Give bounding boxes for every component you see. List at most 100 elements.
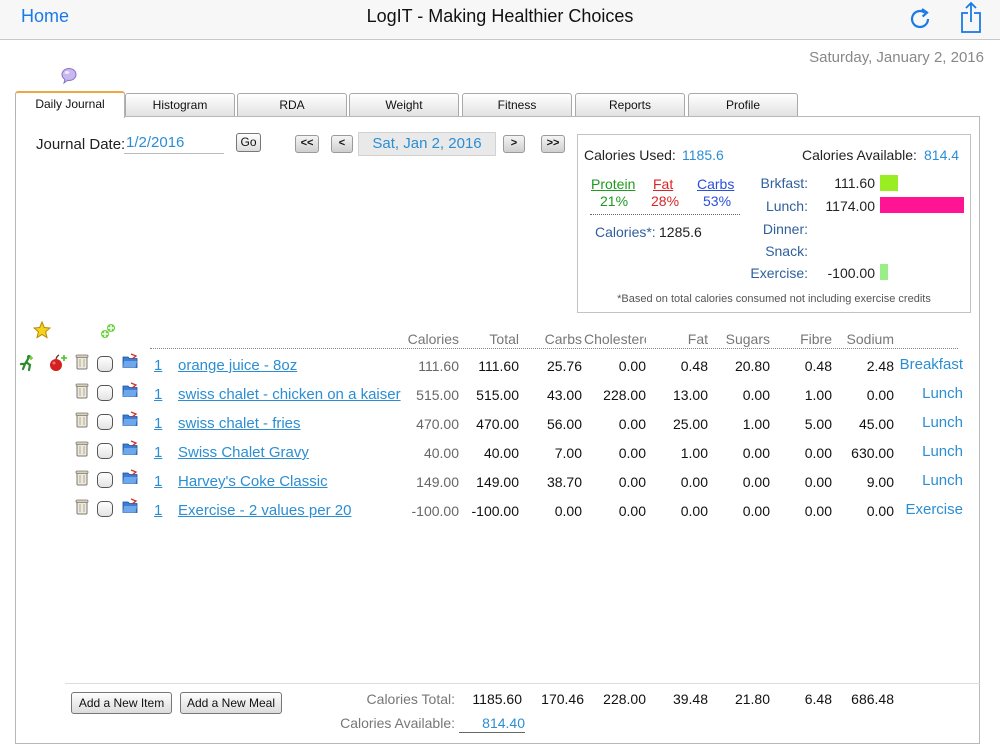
edit-folder-icon[interactable] <box>122 469 138 485</box>
journal-date-label: Journal Date: <box>36 136 126 153</box>
tab-daily-journal[interactable]: Daily Journal <box>15 91 125 118</box>
delete-icon[interactable] <box>75 470 89 486</box>
row-fat: 0.00 <box>680 503 708 519</box>
macro-divider <box>590 214 740 215</box>
row-checkbox[interactable] <box>97 472 113 488</box>
row-fat: 13.00 <box>672 387 708 403</box>
add-exercise-icon[interactable] <box>18 354 36 372</box>
last-day-button[interactable]: >> <box>541 135 565 153</box>
row-sugars: 0.00 <box>742 474 770 490</box>
share-icon[interactable] <box>956 1 986 35</box>
refresh-icon[interactable] <box>906 4 936 34</box>
tab-rda[interactable]: RDA <box>237 93 347 116</box>
row-item-name[interactable]: swiss chalet - chicken on a kaiser <box>178 386 401 403</box>
row-fat: 1.00 <box>680 445 708 461</box>
meal-value-lunch: 1174.00 <box>825 198 875 214</box>
fat-percent: 28% <box>651 193 680 209</box>
prev-day-button[interactable]: < <box>331 135 353 153</box>
row-item-name[interactable]: Exercise - 2 values per 20 <box>178 502 352 519</box>
row-fibre: 0.00 <box>804 474 832 490</box>
row-checkbox[interactable] <box>97 356 113 372</box>
calories-used-label: Calories Used: <box>584 147 676 163</box>
calories-available-value: 814.4 <box>924 147 960 163</box>
row-checkbox[interactable] <box>97 443 113 459</box>
edit-folder-icon[interactable] <box>122 411 138 427</box>
favorites-star-icon[interactable] <box>33 321 51 339</box>
row-carbs: 56.00 <box>546 416 582 432</box>
calories-star-value: 1285.6 <box>659 224 702 240</box>
row-item-name[interactable]: orange juice - 8oz <box>178 357 298 374</box>
col-sodium: Sodium <box>846 331 894 347</box>
row-checkbox[interactable] <box>97 501 113 517</box>
row-item-name[interactable]: Harvey's Coke Classic <box>178 473 328 490</box>
tab-fitness[interactable]: Fitness <box>462 93 572 116</box>
row-fibre: 0.00 <box>804 503 832 519</box>
calories-available-label: Calories Available: <box>802 147 917 163</box>
row-carbs: 43.00 <box>546 387 582 403</box>
edit-folder-icon[interactable] <box>122 498 138 514</box>
meal-label-dinner: Dinner: <box>762 221 808 237</box>
home-link[interactable]: Home <box>21 6 70 26</box>
row-item-name[interactable]: swiss chalet - fries <box>178 415 301 432</box>
row-quantity[interactable]: 1 <box>154 444 163 461</box>
journal-date-input[interactable] <box>124 132 224 154</box>
protein-link[interactable]: Protein <box>591 176 636 192</box>
row-item-name[interactable]: Swiss Chalet Gravy <box>178 444 309 461</box>
go-button[interactable]: Go <box>236 133 261 152</box>
tab-reports[interactable]: Reports <box>575 93 685 116</box>
col-calories: Calories <box>407 331 459 347</box>
meal-label-snack: Snack: <box>765 243 808 259</box>
row-meal: Lunch <box>922 385 963 402</box>
delete-icon[interactable] <box>75 354 89 370</box>
footer-divider <box>65 683 980 684</box>
carbs-link[interactable]: Carbs <box>697 176 735 192</box>
row-checkbox[interactable] <box>97 385 113 401</box>
row-cholesterol: 0.00 <box>618 474 646 490</box>
col-carbs: Carbs <box>544 331 582 347</box>
row-sodium: 0.00 <box>866 503 894 519</box>
calories-available-footer-label: Calories Available: <box>340 715 455 731</box>
row-total: 40.00 <box>483 445 519 461</box>
row-fibre: 0.48 <box>804 358 832 374</box>
add-new-meal-button[interactable]: Add a New Meal <box>180 692 282 714</box>
row-quantity[interactable]: 1 <box>154 357 163 374</box>
summary-footnote: *Based on total calories consumed not in… <box>617 293 931 305</box>
row-quantity[interactable]: 1 <box>154 473 163 490</box>
tab-histogram[interactable]: Histogram <box>125 93 235 116</box>
delete-icon[interactable] <box>75 383 89 399</box>
edit-folder-icon[interactable] <box>122 440 138 456</box>
row-sugars: 20.80 <box>734 358 770 374</box>
edit-folder-icon[interactable] <box>122 382 138 398</box>
add-food-icon[interactable] <box>48 353 68 373</box>
tab-weight[interactable]: Weight <box>349 93 459 116</box>
calorie-summary <box>577 134 971 313</box>
delete-icon[interactable] <box>75 441 89 457</box>
protein-percent: 21% <box>600 193 629 209</box>
calories-total-label: Calories Total: <box>366 691 455 707</box>
col-sugars: Sugars <box>725 331 770 347</box>
delete-icon[interactable] <box>75 412 89 428</box>
delete-icon[interactable] <box>75 499 89 515</box>
row-calories: 515.00 <box>416 387 459 403</box>
footer-carbs: 170.46 <box>541 691 584 707</box>
row-total: 470.00 <box>476 416 519 432</box>
row-checkbox[interactable] <box>97 414 113 430</box>
row-quantity[interactable]: 1 <box>154 415 163 432</box>
chat-bubble-icon[interactable] <box>60 67 78 85</box>
first-day-button[interactable]: << <box>295 135 319 153</box>
tab-profile[interactable]: Profile <box>688 93 798 116</box>
fat-link[interactable]: Fat <box>653 176 674 192</box>
calories-used-value: 1185.6 <box>682 147 724 163</box>
meal-label-breakfast: Brkfast: <box>760 175 808 191</box>
row-sugars: 0.00 <box>742 387 770 403</box>
row-sodium: 0.00 <box>866 387 894 403</box>
add-new-item-button[interactable]: Add a New Item <box>71 692 172 714</box>
add-all-icon[interactable] <box>100 323 116 339</box>
current-date: Saturday, January 2, 2016 <box>809 49 984 66</box>
row-fat: 25.00 <box>672 416 708 432</box>
edit-folder-icon[interactable] <box>122 353 138 369</box>
footer-sodium: 686.48 <box>851 691 894 707</box>
row-quantity[interactable]: 1 <box>154 386 163 403</box>
next-day-button[interactable]: > <box>503 135 525 153</box>
row-quantity[interactable]: 1 <box>154 502 163 519</box>
